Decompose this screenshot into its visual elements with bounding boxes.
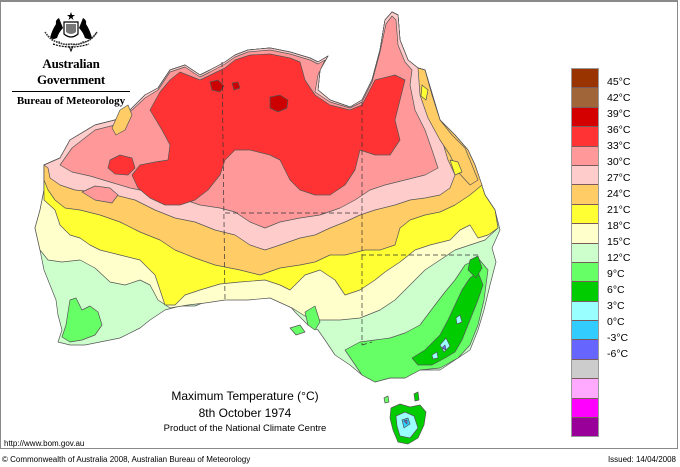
- legend-label: 6°C: [607, 284, 625, 296]
- legend-swatch-45: [572, 69, 598, 89]
- legend-label: 18°C: [607, 220, 631, 232]
- legend-label: -6°C: [607, 348, 629, 360]
- legend-swatch-33: [572, 146, 598, 166]
- legend-swatch-minus3: [572, 379, 598, 399]
- legend-swatch-24: [572, 204, 598, 225]
- legend-swatch-0: [572, 359, 598, 380]
- legend-swatch-21: [572, 224, 598, 244]
- temperature-map: [34, 11, 501, 445]
- legend-swatch-36: [572, 127, 598, 147]
- border-nsw-vic: [361, 341, 373, 346]
- legend-swatch-3: [572, 340, 598, 360]
- legend-label: 0°C: [607, 316, 625, 328]
- government-title: Australian Government: [36, 56, 106, 87]
- legend-swatch-6: [572, 321, 598, 341]
- legend-label: 9°C: [607, 268, 625, 280]
- bom-link[interactable]: http://www.bom.gov.au: [4, 439, 85, 448]
- legend-label: 27°C: [607, 172, 631, 184]
- legend-swatch-30: [572, 165, 598, 186]
- map-title: Maximum Temperature (°C): [171, 389, 319, 403]
- legend-swatch-27: [572, 185, 598, 205]
- legend-label: 45°C: [607, 76, 631, 88]
- bureau-title: Bureau of Meteorology: [16, 95, 126, 107]
- legend-swatch-bottom: [572, 418, 598, 437]
- legend-swatch-12: [572, 282, 598, 302]
- bom-logo: Australian Government Bureau of Meteorol…: [8, 10, 134, 107]
- legend-swatch-39: [572, 107, 598, 128]
- legend-label: 21°C: [607, 204, 631, 216]
- legend-swatch-18: [572, 243, 598, 263]
- legend-label: 24°C: [607, 188, 631, 200]
- legend-label: 30°C: [607, 156, 631, 168]
- copyright: © Commonwealth of Australia 2008, Austra…: [2, 455, 251, 464]
- legend-label: 42°C: [607, 92, 631, 104]
- legend-label: 33°C: [607, 140, 631, 152]
- logo-divider: [12, 91, 130, 92]
- legend-label: 12°C: [607, 252, 631, 264]
- legend-label: 3°C: [607, 300, 625, 312]
- legend-label: 36°C: [607, 124, 631, 136]
- legend-label: -3°C: [607, 332, 629, 344]
- map-frame: [0, 0, 678, 449]
- issued-date: Issued: 14/04/2008: [607, 455, 676, 464]
- map-product: Product of the National Climate Centre: [163, 423, 327, 434]
- legend-swatch-minus6: [572, 398, 598, 419]
- legend-label: 15°C: [607, 236, 631, 248]
- legend-swatch-42: [572, 88, 598, 108]
- coat-of-arms-icon: [44, 12, 98, 53]
- legend-label: 39°C: [607, 108, 631, 120]
- legend-swatch-9: [572, 301, 598, 322]
- legend-swatch-15: [572, 262, 598, 283]
- map-date: 8th October 1974: [198, 406, 292, 420]
- temperature-legend: [571, 68, 599, 438]
